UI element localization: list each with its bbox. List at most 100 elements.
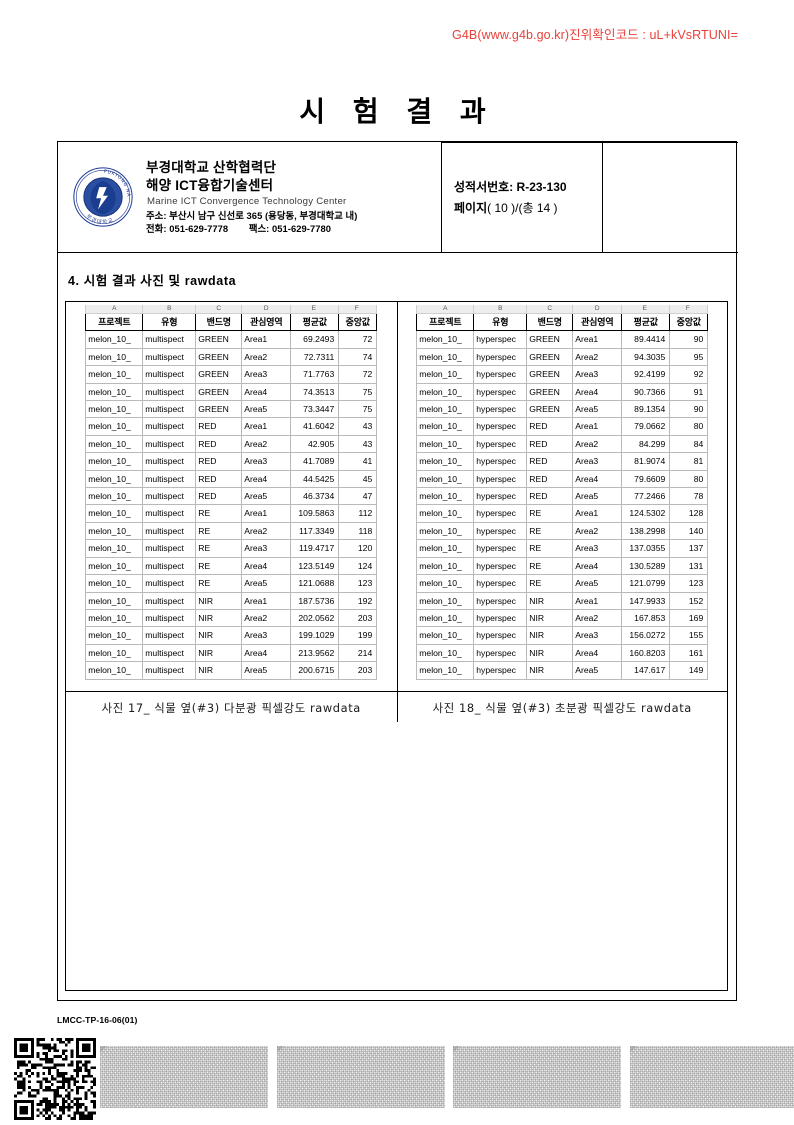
- table-cell: 92: [669, 365, 709, 384]
- table-cell: 80: [669, 469, 709, 489]
- results-grid: A B C D E F 프로젝트 유형 밴드명 관심영역 평균값 중앙값 melon_10_ multis…: [66, 302, 727, 722]
- table-cell: 121.0688: [290, 574, 340, 593]
- table-cell: hyperspec: [473, 452, 528, 471]
- table-cell: melon_10_: [416, 591, 475, 610]
- table-cell: multispect: [142, 365, 197, 384]
- table-cell: melon_10_: [416, 504, 475, 523]
- table-cell: 161: [669, 643, 709, 663]
- table-cell: NIR: [526, 608, 574, 628]
- table-cell: RE: [195, 539, 243, 558]
- rawdata-table-hyperspectral: A B C D E F 프로젝트 유형 밴드명 관심영역 평균값 중앙값 melon_10_ hypers…: [416, 305, 709, 680]
- table-cell: melon_10_: [416, 608, 475, 628]
- fax-label: 팩스:: [248, 222, 270, 234]
- table-cell: NIR: [195, 643, 243, 663]
- table-cell: 81.9074: [621, 452, 671, 471]
- table-cell: hyperspec: [473, 382, 528, 402]
- org-name-line1: 부경대학교 산학협력단: [146, 160, 277, 176]
- column-letter: E: [290, 305, 340, 314]
- table-row: melon_10_ hyperspec RE Area3 137.0355 137: [416, 539, 709, 558]
- table-cell: hyperspec: [473, 504, 528, 523]
- table-cell: multispect: [142, 434, 197, 454]
- table-cell: hyperspec: [473, 556, 528, 576]
- header-info-table: PUKYONG NATIONAL UNIV 부경대학교 부경대학교 산학협력단 …: [58, 142, 738, 253]
- table-cell: GREEN: [526, 400, 574, 419]
- table-cell: RE: [526, 504, 574, 523]
- table-cell: melon_10_: [85, 417, 144, 436]
- table-cell: 90: [669, 400, 709, 419]
- verification-code: G4B(www.g4b.go.kr)진위확인코드 : uL+kVsRTUNI=: [452, 28, 738, 42]
- university-emblem-icon: PUKYONG NATIONAL UNIV 부경대학교: [69, 162, 134, 228]
- table-cell: 84.299: [621, 434, 671, 454]
- table-row: melon_10_ multispect RED Area4 44.5425 45: [85, 469, 378, 489]
- section-heading: 4. 시험 결과 사진 및 rawdata: [68, 274, 237, 288]
- result-cell-right: A B C D E F 프로젝트 유형 밴드명 관심영역 평균값 중앙값 melon_10_ hypers…: [396, 302, 727, 722]
- table-cell: Area5: [241, 487, 292, 506]
- table-cell: melon_10_: [85, 643, 144, 663]
- table-cell: 74.3513: [290, 382, 340, 402]
- page-total: (총 14 ): [518, 200, 558, 215]
- table-cell: RE: [195, 521, 243, 541]
- table-row: melon_10_ hyperspec NIR Area1 147.9933 152: [416, 591, 709, 610]
- table-cell: melon_10_: [416, 434, 475, 454]
- column-header: 중앙값: [338, 312, 378, 332]
- table-cell: hyperspec: [473, 365, 528, 384]
- document-frame: PUKYONG NATIONAL UNIV 부경대학교 부경대학교 산학협력단 …: [57, 141, 738, 1001]
- security-pattern-block-1: [100, 1046, 268, 1108]
- table-row: melon_10_ multispect RED Area1 41.6042 43: [85, 417, 378, 436]
- table-cell: 41: [338, 452, 378, 471]
- table-row: melon_10_ hyperspec GREEN Area5 89.1354 90: [416, 400, 709, 419]
- table-cell: Area2: [572, 608, 623, 628]
- table-cell: 192: [338, 591, 378, 610]
- column-header: 밴드명: [526, 312, 574, 332]
- table-cell: multispect: [142, 347, 197, 367]
- table-cell: melon_10_: [416, 365, 475, 384]
- table-row: melon_10_ hyperspec GREEN Area4 90.7366 91: [416, 382, 709, 402]
- org-name-line2: 해양 ICT융합기술센터: [146, 178, 274, 194]
- table-cell: 130.5289: [621, 556, 671, 576]
- table-cell: hyperspec: [473, 417, 528, 436]
- table-cell: NIR: [195, 591, 243, 610]
- table-header-row: 프로젝트 유형 밴드명 관심영역 평균값 중앙값: [85, 312, 378, 332]
- table-cell: melon_10_: [416, 469, 475, 489]
- column-letter: D: [572, 305, 623, 314]
- table-cell: melon_10_: [416, 347, 475, 367]
- table-cell: 152: [669, 591, 709, 610]
- qr-code-icon: [14, 1038, 96, 1120]
- table-cell: GREEN: [195, 382, 243, 402]
- table-row: melon_10_ multispect RE Area4 123.5149 124: [85, 556, 378, 576]
- table-cell: NIR: [195, 626, 243, 645]
- table-cell: hyperspec: [473, 661, 528, 680]
- table-cell: melon_10_: [85, 487, 144, 506]
- result-cell-left: A B C D E F 프로젝트 유형 밴드명 관심영역 평균값 중앙값 melon_10_ multis…: [66, 302, 397, 722]
- table-header-row: 프로젝트 유형 밴드명 관심영역 평균값 중앙값: [416, 312, 709, 332]
- table-cell: RE: [526, 574, 574, 593]
- column-header: 중앙값: [669, 312, 709, 332]
- phone-number: 051-629-7778: [169, 222, 229, 234]
- table-cell: 199: [338, 626, 378, 645]
- table-cell: 128: [669, 504, 709, 523]
- table-cell: 131: [669, 556, 709, 576]
- table-cell: 160.8203: [621, 643, 671, 663]
- table-row: melon_10_ multispect RE Area2 117.3349 118: [85, 521, 378, 541]
- table-cell: multispect: [142, 521, 197, 541]
- table-cell: 72.7311: [290, 347, 340, 367]
- table-cell: multispect: [142, 626, 197, 645]
- table-cell: GREEN: [195, 400, 243, 419]
- stamp-cell: [602, 142, 738, 253]
- table-cell: Area4: [241, 643, 292, 663]
- table-cell: 118: [338, 521, 378, 541]
- column-header: 관심영역: [572, 312, 623, 332]
- table-row: melon_10_ hyperspec RE Area2 138.2998 140: [416, 521, 709, 541]
- table-cell: 81: [669, 452, 709, 471]
- table-cell: 124: [338, 556, 378, 576]
- table-cell: multispect: [142, 643, 197, 663]
- org-address: 주소: 부산시 남구 신선로 365 (용당동, 부경대학교 내): [146, 210, 358, 222]
- table-cell: melon_10_: [85, 452, 144, 471]
- table-cell: RE: [526, 539, 574, 558]
- table-row: melon_10_ hyperspec GREEN Area2 94.3035 95: [416, 347, 709, 367]
- table-cell: Area2: [241, 521, 292, 541]
- table-cell: multispect: [142, 417, 197, 436]
- table-cell: hyperspec: [473, 347, 528, 367]
- table-cell: melon_10_: [416, 539, 475, 558]
